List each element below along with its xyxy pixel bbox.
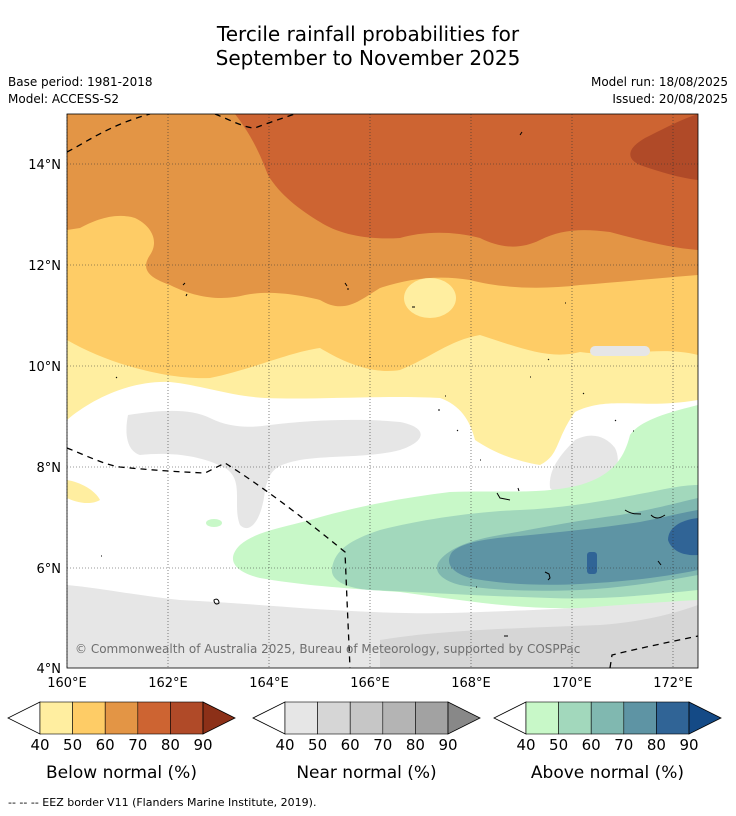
colorbar-segment <box>590 701 625 735</box>
colorbar-segment <box>284 701 318 735</box>
colorbar-tick-label: 90 <box>679 736 698 754</box>
lon-tick-label: 166°E <box>350 676 390 691</box>
below-40-patch <box>404 278 456 318</box>
lat-tick-label: 10°N <box>28 360 61 375</box>
colorbar-tick-label: 50 <box>549 736 568 754</box>
colorbar-segment <box>656 701 690 735</box>
colorbar-tick-label: 50 <box>63 736 82 754</box>
near-40-region-west <box>126 410 421 529</box>
lon-tick-label: 172°E <box>653 676 693 691</box>
base-period: Base period: 1981-2018 <box>8 75 153 89</box>
colorbar-segment <box>623 701 657 735</box>
colorbar-segment <box>349 701 384 735</box>
colorbar-segment <box>415 701 449 735</box>
colorbar-tick-label: 40 <box>275 736 294 754</box>
below-70-region <box>235 114 698 250</box>
lon-tick-label: 160°E <box>47 676 87 691</box>
below-40-patch-west <box>67 480 100 504</box>
map-frame <box>66 113 699 669</box>
lat-tick-label: 14°N <box>28 158 61 173</box>
lon-tick-label: 162°E <box>148 676 188 691</box>
colorbar-segment <box>558 701 592 735</box>
colorbar-min-extend <box>493 701 527 735</box>
copyright-notice: © Commonwealth of Australia 2025, Bureau… <box>75 642 580 656</box>
above-80-patch <box>587 552 597 574</box>
colorbar-tick-label: 40 <box>30 736 49 754</box>
colorbar-max-extend <box>688 701 722 735</box>
model-run: Model run: 18/08/2025 <box>590 75 728 89</box>
colorbar-segment <box>137 701 171 735</box>
colorbar-label: Near normal (%) <box>296 763 436 783</box>
issued-date: Issued: 20/08/2025 <box>612 92 728 106</box>
colorbar: 40 50 60 70 80 90 Above normal (%) <box>493 701 722 783</box>
colorbar-tick-label: 40 <box>516 736 535 754</box>
colorbar-tick-label: 60 <box>341 736 360 754</box>
colorbar-tick-label: 90 <box>193 736 212 754</box>
lat-tick-label: 6°N <box>37 562 62 577</box>
meta-left: Base period: 1981-2018 Model: ACCESS-S2 <box>8 74 153 108</box>
colorbar-segment <box>104 701 139 735</box>
colorbar-label: Below normal (%) <box>46 763 197 783</box>
lon-axis: 160°E 162°E 164°E 166°E 168°E 170°E 172°… <box>47 676 693 691</box>
colorbar-tick-label: 80 <box>406 736 425 754</box>
islands <box>101 131 666 637</box>
colorbar: 40 50 60 70 80 90 Below normal (%) <box>7 701 236 783</box>
title-line-1: Tercile rainfall probabilities for <box>216 22 520 46</box>
eez-borders <box>67 114 698 668</box>
above-80-region <box>668 518 698 556</box>
colorbar-segment <box>72 701 106 735</box>
colorbar-tick-label: 70 <box>128 736 147 754</box>
colorbar-label: Above normal (%) <box>531 763 684 783</box>
colorbar-max-extend <box>202 701 236 735</box>
colorbar-tick-label: 70 <box>614 736 633 754</box>
lon-tick-label: 170°E <box>552 676 592 691</box>
above-70-region <box>449 510 698 585</box>
lon-tick-label: 164°E <box>249 676 289 691</box>
colorbar-segment <box>170 701 204 735</box>
colorbar-segment <box>525 701 559 735</box>
lon-tick-label: 168°E <box>451 676 491 691</box>
colorbar-tick-label: 80 <box>161 736 180 754</box>
colorbar-tick-label: 80 <box>647 736 666 754</box>
near-40-streak <box>590 346 650 356</box>
colorbar-tick-label: 90 <box>438 736 457 754</box>
colorbar-tick-label: 50 <box>308 736 327 754</box>
colorbar-segment <box>382 701 416 735</box>
eez-footnote: -- -- -- EEZ border V11 (Flanders Marine… <box>8 796 317 809</box>
title-line-2: September to November 2025 <box>215 46 521 70</box>
map-title: Tercile rainfall probabilities for Septe… <box>0 22 736 70</box>
model-name: Model: ACCESS-S2 <box>8 92 120 106</box>
lat-tick-label: 8°N <box>37 461 62 476</box>
below-80-region <box>630 114 698 180</box>
colorbar-max-extend <box>447 701 481 735</box>
meta-right: Model run: 18/08/2025 Issued: 20/08/2025 <box>591 74 728 108</box>
colorbar-segment <box>39 701 73 735</box>
colorbar-min-extend <box>7 701 41 735</box>
colorbar-min-extend <box>252 701 286 735</box>
above-40-patch <box>206 519 222 527</box>
colorbar-tick-label: 60 <box>96 736 115 754</box>
lat-tick-label: 4°N <box>37 662 62 677</box>
colorbars: 40 50 60 70 80 90 Below normal (%) 40 50 60 70 80 90… <box>7 701 722 783</box>
lat-tick-label: 12°N <box>28 259 61 274</box>
colorbar-tick-label: 60 <box>582 736 601 754</box>
colorbar-segment <box>317 701 351 735</box>
probability-field <box>67 114 698 668</box>
near-50-region-south <box>380 605 698 668</box>
lat-axis: 14°N 12°N 10°N 8°N 6°N 4°N <box>28 158 61 677</box>
colorbar-tick-label: 70 <box>373 736 392 754</box>
